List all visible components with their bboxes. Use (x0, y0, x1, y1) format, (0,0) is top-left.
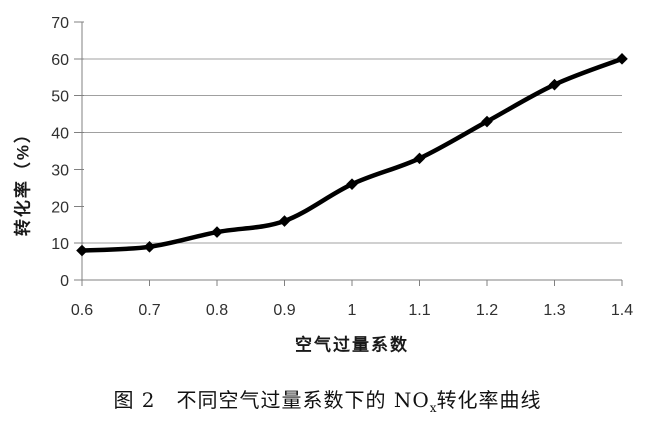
x-tick-label: 0.6 (71, 302, 93, 319)
y-tick-label: 20 (51, 199, 69, 216)
x-tick-label: 1.3 (543, 302, 565, 319)
caption-subscript: x (429, 401, 437, 415)
x-axis-title: 空气过量系数 (295, 335, 409, 355)
x-tick-label: 1.2 (476, 302, 498, 319)
x-tick-label: 0.9 (273, 302, 295, 319)
x-tick-label: 1 (348, 302, 357, 319)
figure-caption: 图 2 不同空气过量系数下的 NOx转化率曲线 (0, 384, 655, 415)
line-chart-canvas: 0 10 20 30 40 50 60 70 0.6 0.7 0.8 0.9 1 1.1 1.2 1.3 1.4 (51, 15, 633, 319)
data-point-marker (278, 215, 291, 227)
caption-text-suffix: 转化率曲线 (436, 388, 542, 412)
data-point-marker (143, 241, 156, 253)
data-point-marker (346, 178, 358, 190)
data-point-marker (211, 226, 223, 238)
x-tick-label: 1.4 (611, 302, 633, 319)
y-axis-title: 转化率（%） (13, 123, 33, 237)
data-point-marker (548, 78, 561, 91)
y-tick-label: 70 (51, 15, 69, 32)
data-point-marker (616, 53, 628, 65)
caption-text-prefix: 图 2 不同空气过量系数下的 NO (113, 388, 430, 412)
data-point-marker (76, 244, 88, 257)
y-tick-label: 10 (51, 236, 69, 253)
data-point-marker (481, 115, 493, 128)
y-tick-label: 60 (51, 52, 69, 69)
x-tick-label: 0.8 (206, 302, 228, 319)
data-series-line (79, 56, 625, 253)
y-tick-label: 40 (51, 126, 69, 143)
x-tick-label: 1.1 (408, 302, 430, 319)
y-tick-label: 0 (60, 273, 69, 290)
data-point-marker (413, 152, 426, 165)
x-tick-label: 0.7 (138, 302, 160, 319)
y-tick-label: 50 (51, 89, 69, 106)
y-tick-label: 30 (51, 162, 69, 179)
